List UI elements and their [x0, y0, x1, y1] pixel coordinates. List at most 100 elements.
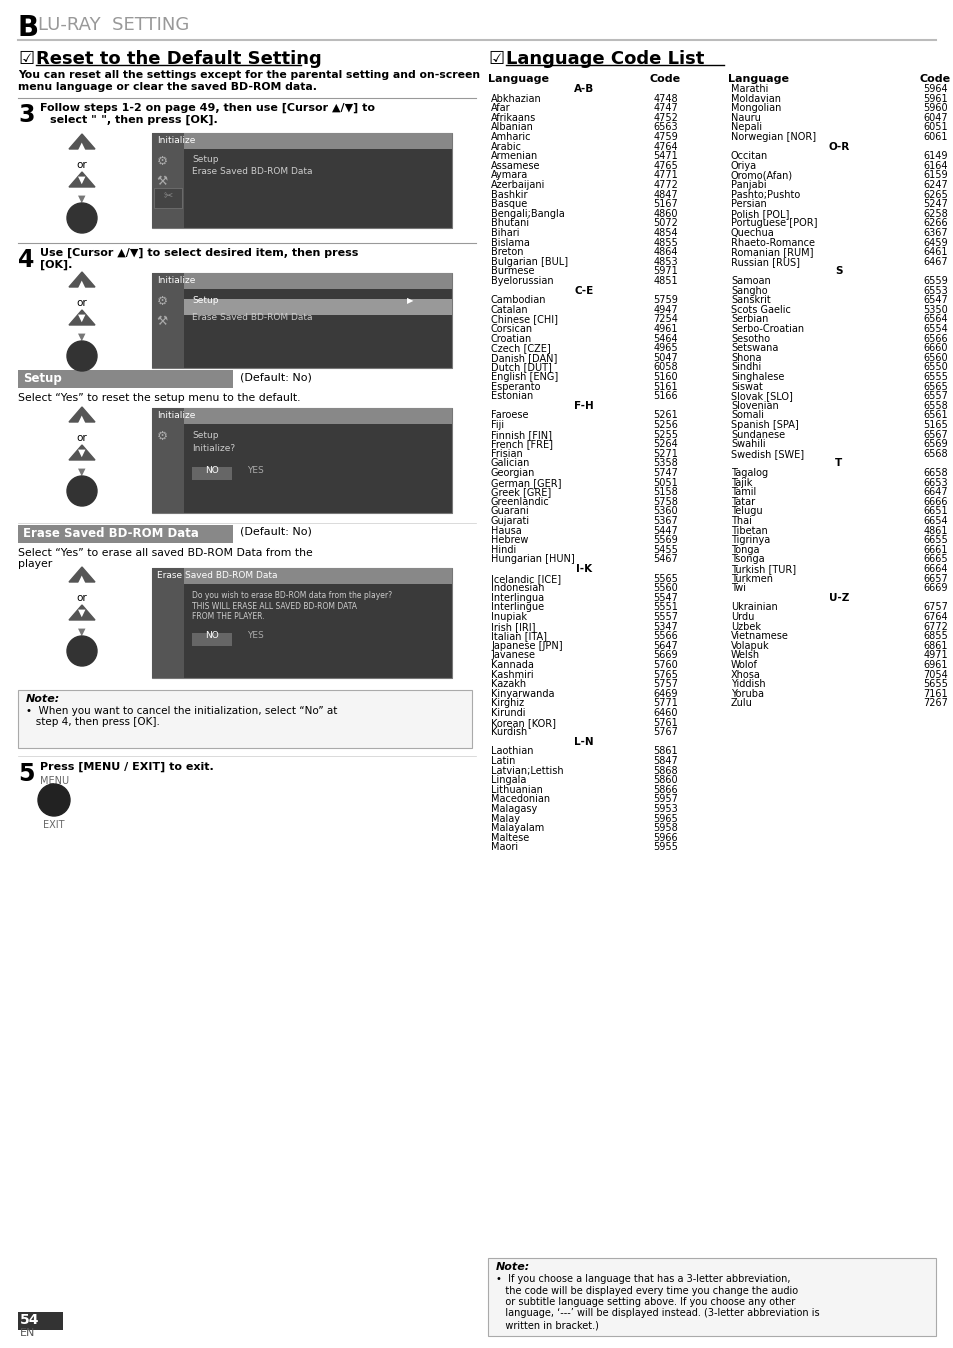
Text: Lithuanian: Lithuanian: [491, 785, 542, 795]
Text: Inupiak: Inupiak: [491, 612, 526, 621]
Text: Shona: Shona: [730, 353, 760, 363]
Text: [OK].: [OK].: [40, 260, 72, 270]
Text: Language: Language: [727, 74, 788, 84]
Text: 7254: 7254: [653, 314, 678, 325]
Text: 6554: 6554: [923, 324, 947, 334]
Text: Norwegian [NOR]: Norwegian [NOR]: [730, 132, 815, 142]
Text: LU-RAY  SETTING: LU-RAY SETTING: [38, 16, 189, 34]
Text: Frisian: Frisian: [491, 449, 522, 458]
Text: Chinese [CHI]: Chinese [CHI]: [491, 314, 558, 325]
Text: ▲: ▲: [78, 279, 86, 288]
Text: Zulu: Zulu: [730, 698, 752, 709]
Bar: [152, 568, 184, 678]
Text: Slovak [SLO]: Slovak [SLO]: [730, 391, 792, 402]
Text: 5847: 5847: [653, 756, 678, 766]
Text: 6564: 6564: [923, 314, 947, 325]
Text: 5347: 5347: [653, 621, 678, 632]
Text: Japanese [JPN]: Japanese [JPN]: [491, 640, 562, 651]
Text: Aymara: Aymara: [491, 170, 528, 181]
Text: O-R: O-R: [827, 142, 849, 151]
Polygon shape: [69, 605, 95, 620]
Text: Do you wish to erase BD-ROM data from the player?: Do you wish to erase BD-ROM data from th…: [192, 590, 392, 600]
Text: Initialize?: Initialize?: [192, 443, 234, 453]
Text: Vietnamese: Vietnamese: [730, 631, 788, 642]
Text: Serbo-Croatian: Serbo-Croatian: [730, 324, 803, 334]
Text: 6665: 6665: [923, 554, 947, 565]
Text: 5350: 5350: [923, 305, 947, 315]
Text: ☑: ☑: [18, 50, 34, 67]
Text: Kirundi: Kirundi: [491, 708, 525, 718]
Text: Greenlandic: Greenlandic: [491, 497, 549, 507]
Text: Use [Cursor ▲/▼] to select desired item, then press: Use [Cursor ▲/▼] to select desired item,…: [40, 248, 358, 259]
Text: Setup: Setup: [192, 155, 218, 164]
Text: Icelandic [ICE]: Icelandic [ICE]: [491, 574, 560, 584]
Text: Nepali: Nepali: [730, 123, 761, 132]
Text: Sindhi: Sindhi: [730, 363, 760, 372]
Polygon shape: [69, 272, 95, 287]
Text: 6666: 6666: [923, 497, 947, 507]
Text: Tigrinya: Tigrinya: [730, 535, 769, 545]
Text: 6550: 6550: [923, 363, 947, 372]
Text: Esperanto: Esperanto: [491, 381, 540, 392]
Bar: [18, 524, 233, 543]
Text: or: or: [76, 298, 88, 307]
Text: Croatian: Croatian: [491, 333, 532, 344]
Text: L-N: L-N: [574, 737, 593, 747]
Text: 5861: 5861: [653, 747, 678, 756]
Text: Tibetan: Tibetan: [730, 526, 767, 535]
Text: Javanese: Javanese: [491, 650, 535, 661]
Text: Laothian: Laothian: [491, 747, 533, 756]
Text: Occitan: Occitan: [730, 151, 767, 162]
Text: Hindi: Hindi: [491, 545, 516, 555]
Text: Moldavian: Moldavian: [730, 93, 781, 104]
Text: 5957: 5957: [653, 794, 678, 805]
Polygon shape: [69, 173, 95, 187]
Text: 5158: 5158: [653, 487, 678, 497]
Bar: [152, 274, 452, 288]
Text: Finnish [FIN]: Finnish [FIN]: [491, 430, 552, 439]
Text: 5566: 5566: [653, 631, 678, 642]
Text: (Default: No): (Default: No): [240, 527, 312, 537]
Text: Singhalese: Singhalese: [730, 372, 783, 381]
Text: Reset to the Default Setting: Reset to the Default Setting: [36, 50, 321, 67]
Text: 6661: 6661: [923, 545, 947, 555]
Bar: [152, 133, 452, 228]
Text: U-Z: U-Z: [828, 593, 848, 603]
Text: 4965: 4965: [653, 344, 678, 353]
Polygon shape: [69, 133, 95, 150]
Text: ⚒: ⚒: [156, 175, 168, 187]
Text: MENU: MENU: [40, 776, 69, 786]
Text: ☑: ☑: [488, 50, 503, 67]
Text: YES: YES: [247, 631, 263, 640]
Text: YES: YES: [247, 466, 263, 474]
Text: Bengali;Bangla: Bengali;Bangla: [491, 209, 564, 218]
Text: 5471: 5471: [653, 151, 678, 162]
Text: Galician: Galician: [491, 458, 530, 468]
Text: player: player: [18, 559, 52, 569]
Text: 6266: 6266: [923, 218, 947, 228]
Polygon shape: [69, 445, 95, 460]
Text: Oromo(Afan): Oromo(Afan): [730, 170, 792, 181]
Text: Corsican: Corsican: [491, 324, 533, 334]
Text: 54: 54: [20, 1313, 39, 1326]
Text: 5165: 5165: [923, 421, 947, 430]
Text: Serbian: Serbian: [730, 314, 767, 325]
Text: Sanskrit: Sanskrit: [730, 295, 770, 305]
Text: 5264: 5264: [653, 439, 678, 449]
Text: Rhaeto-Romance: Rhaeto-Romance: [730, 237, 814, 248]
Text: Urdu: Urdu: [730, 612, 754, 621]
Text: 6764: 6764: [923, 612, 947, 621]
Text: Romanian [RUM]: Romanian [RUM]: [730, 247, 813, 257]
Text: or subtitle language setting above. If you choose any other: or subtitle language setting above. If y…: [496, 1297, 795, 1308]
Text: ⚙: ⚙: [156, 430, 168, 443]
Text: 6569: 6569: [923, 439, 947, 449]
Text: Maltese: Maltese: [491, 833, 529, 842]
Text: Interlingue: Interlingue: [491, 603, 543, 612]
Text: Initialize: Initialize: [157, 136, 195, 146]
Text: EXIT: EXIT: [43, 820, 65, 830]
Text: Yoruba: Yoruba: [730, 689, 763, 698]
Text: Mongolian: Mongolian: [730, 104, 781, 113]
Text: or: or: [76, 593, 88, 603]
Text: 4752: 4752: [653, 113, 678, 123]
Text: •  If you choose a language that has a 3-letter abbreviation,: • If you choose a language that has a 3-…: [496, 1274, 790, 1285]
